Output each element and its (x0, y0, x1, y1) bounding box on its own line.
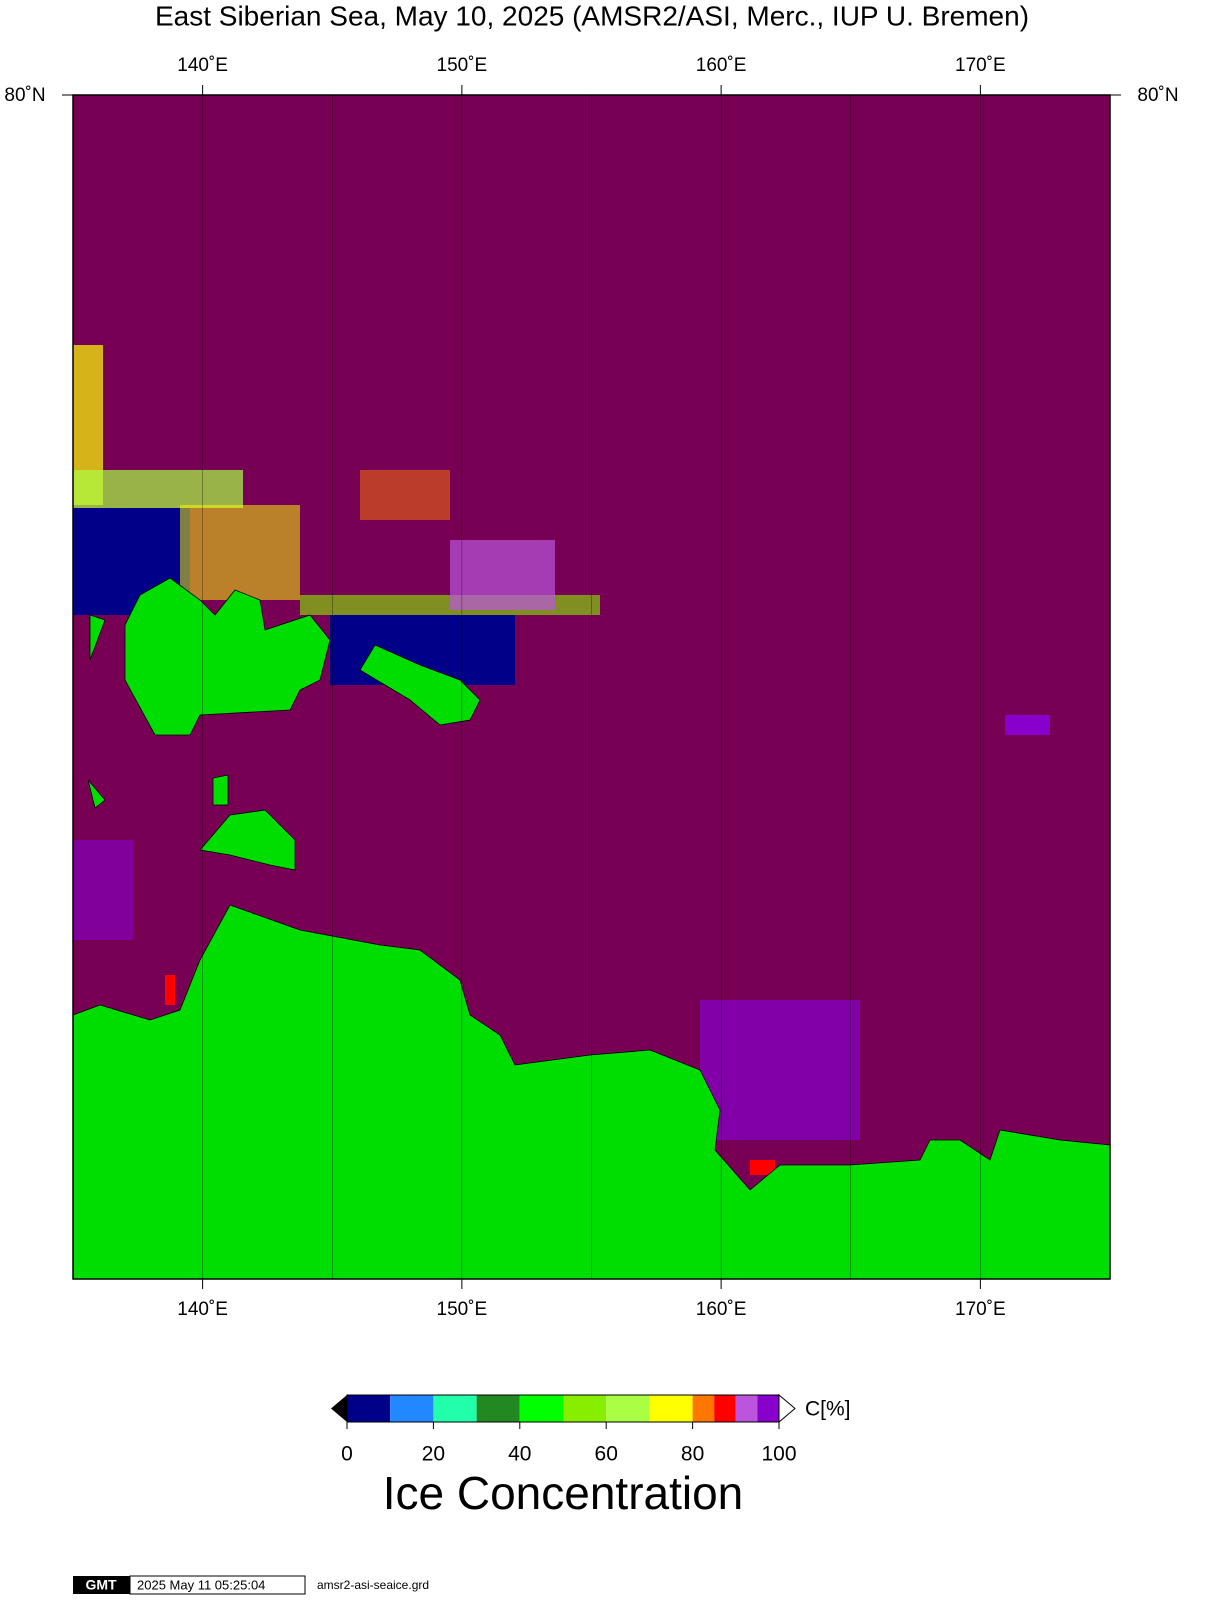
map-title: East Siberian Sea, May 10, 2025 (AMSR2/A… (155, 0, 1029, 31)
colorbar-segment (606, 1395, 650, 1422)
colorbar-segment (563, 1395, 607, 1422)
colorbar-unit: C[%] (805, 1398, 851, 1421)
colorbar-segment (347, 1395, 391, 1422)
colorbar-segment (714, 1395, 736, 1422)
colorbar-segment (519, 1395, 563, 1422)
colorbar-segment (433, 1395, 477, 1422)
colorbar-frame (346, 1394, 780, 1423)
lat-label: 80˚N (1137, 85, 1178, 106)
map: 80˚N 80˚N 140˚E 140˚E 150˚E 150˚E 160˚E 160˚E… (4, 55, 1178, 1320)
logo: GMT (85, 1577, 117, 1593)
logo-box (73, 1576, 130, 1594)
file-name: amsr2-asi-seaice.grd (317, 1578, 429, 1592)
colorbar-tick-label: 40 (508, 1443, 531, 1466)
lon-label: 140˚E (177, 1299, 228, 1320)
colorbar-tick-label: 0 (341, 1443, 353, 1466)
colorbar-over (778, 1393, 796, 1424)
lon-label: 140˚E (177, 55, 228, 76)
colorbar-tick-label: 80 (681, 1443, 704, 1466)
colorbar: C[%] Ice Concentration 0 20 40 60 80 100 (331, 1393, 851, 1519)
graticule (332, 95, 851, 1279)
lon-label: 170˚E (955, 55, 1006, 76)
colorbar-segment (649, 1395, 693, 1422)
lon-label: 160˚E (696, 1299, 747, 1320)
colorbar-tick-label: 60 (595, 1443, 618, 1466)
colorbar-under (331, 1395, 347, 1422)
colorbar-segment (692, 1395, 715, 1422)
lon-label: 150˚E (437, 1299, 488, 1320)
timestamp: 2025 May 11 05:25:04 (137, 1577, 265, 1592)
colorbar-segment (735, 1395, 758, 1422)
lat-label: 80˚N (4, 85, 45, 106)
timestamp-box (129, 1575, 306, 1595)
footer: GMT 2025 May 11 05:25:04 amsr2-asi-seaic… (73, 1575, 429, 1595)
lon-label: 160˚E (696, 55, 747, 76)
ice-patches (73, 345, 1050, 1175)
lon-label: 170˚E (955, 1299, 1006, 1320)
colorbar-segment (757, 1395, 779, 1422)
colorbar-segment (476, 1395, 520, 1422)
map-frame (72, 94, 1111, 1280)
colorbar-tick-label: 20 (422, 1443, 445, 1466)
colorbar-segment (390, 1395, 434, 1422)
colorbar-title: Ice Concentration (383, 1467, 744, 1519)
colorbar-tick-label: 100 (761, 1443, 796, 1466)
lon-label: 150˚E (437, 55, 488, 76)
